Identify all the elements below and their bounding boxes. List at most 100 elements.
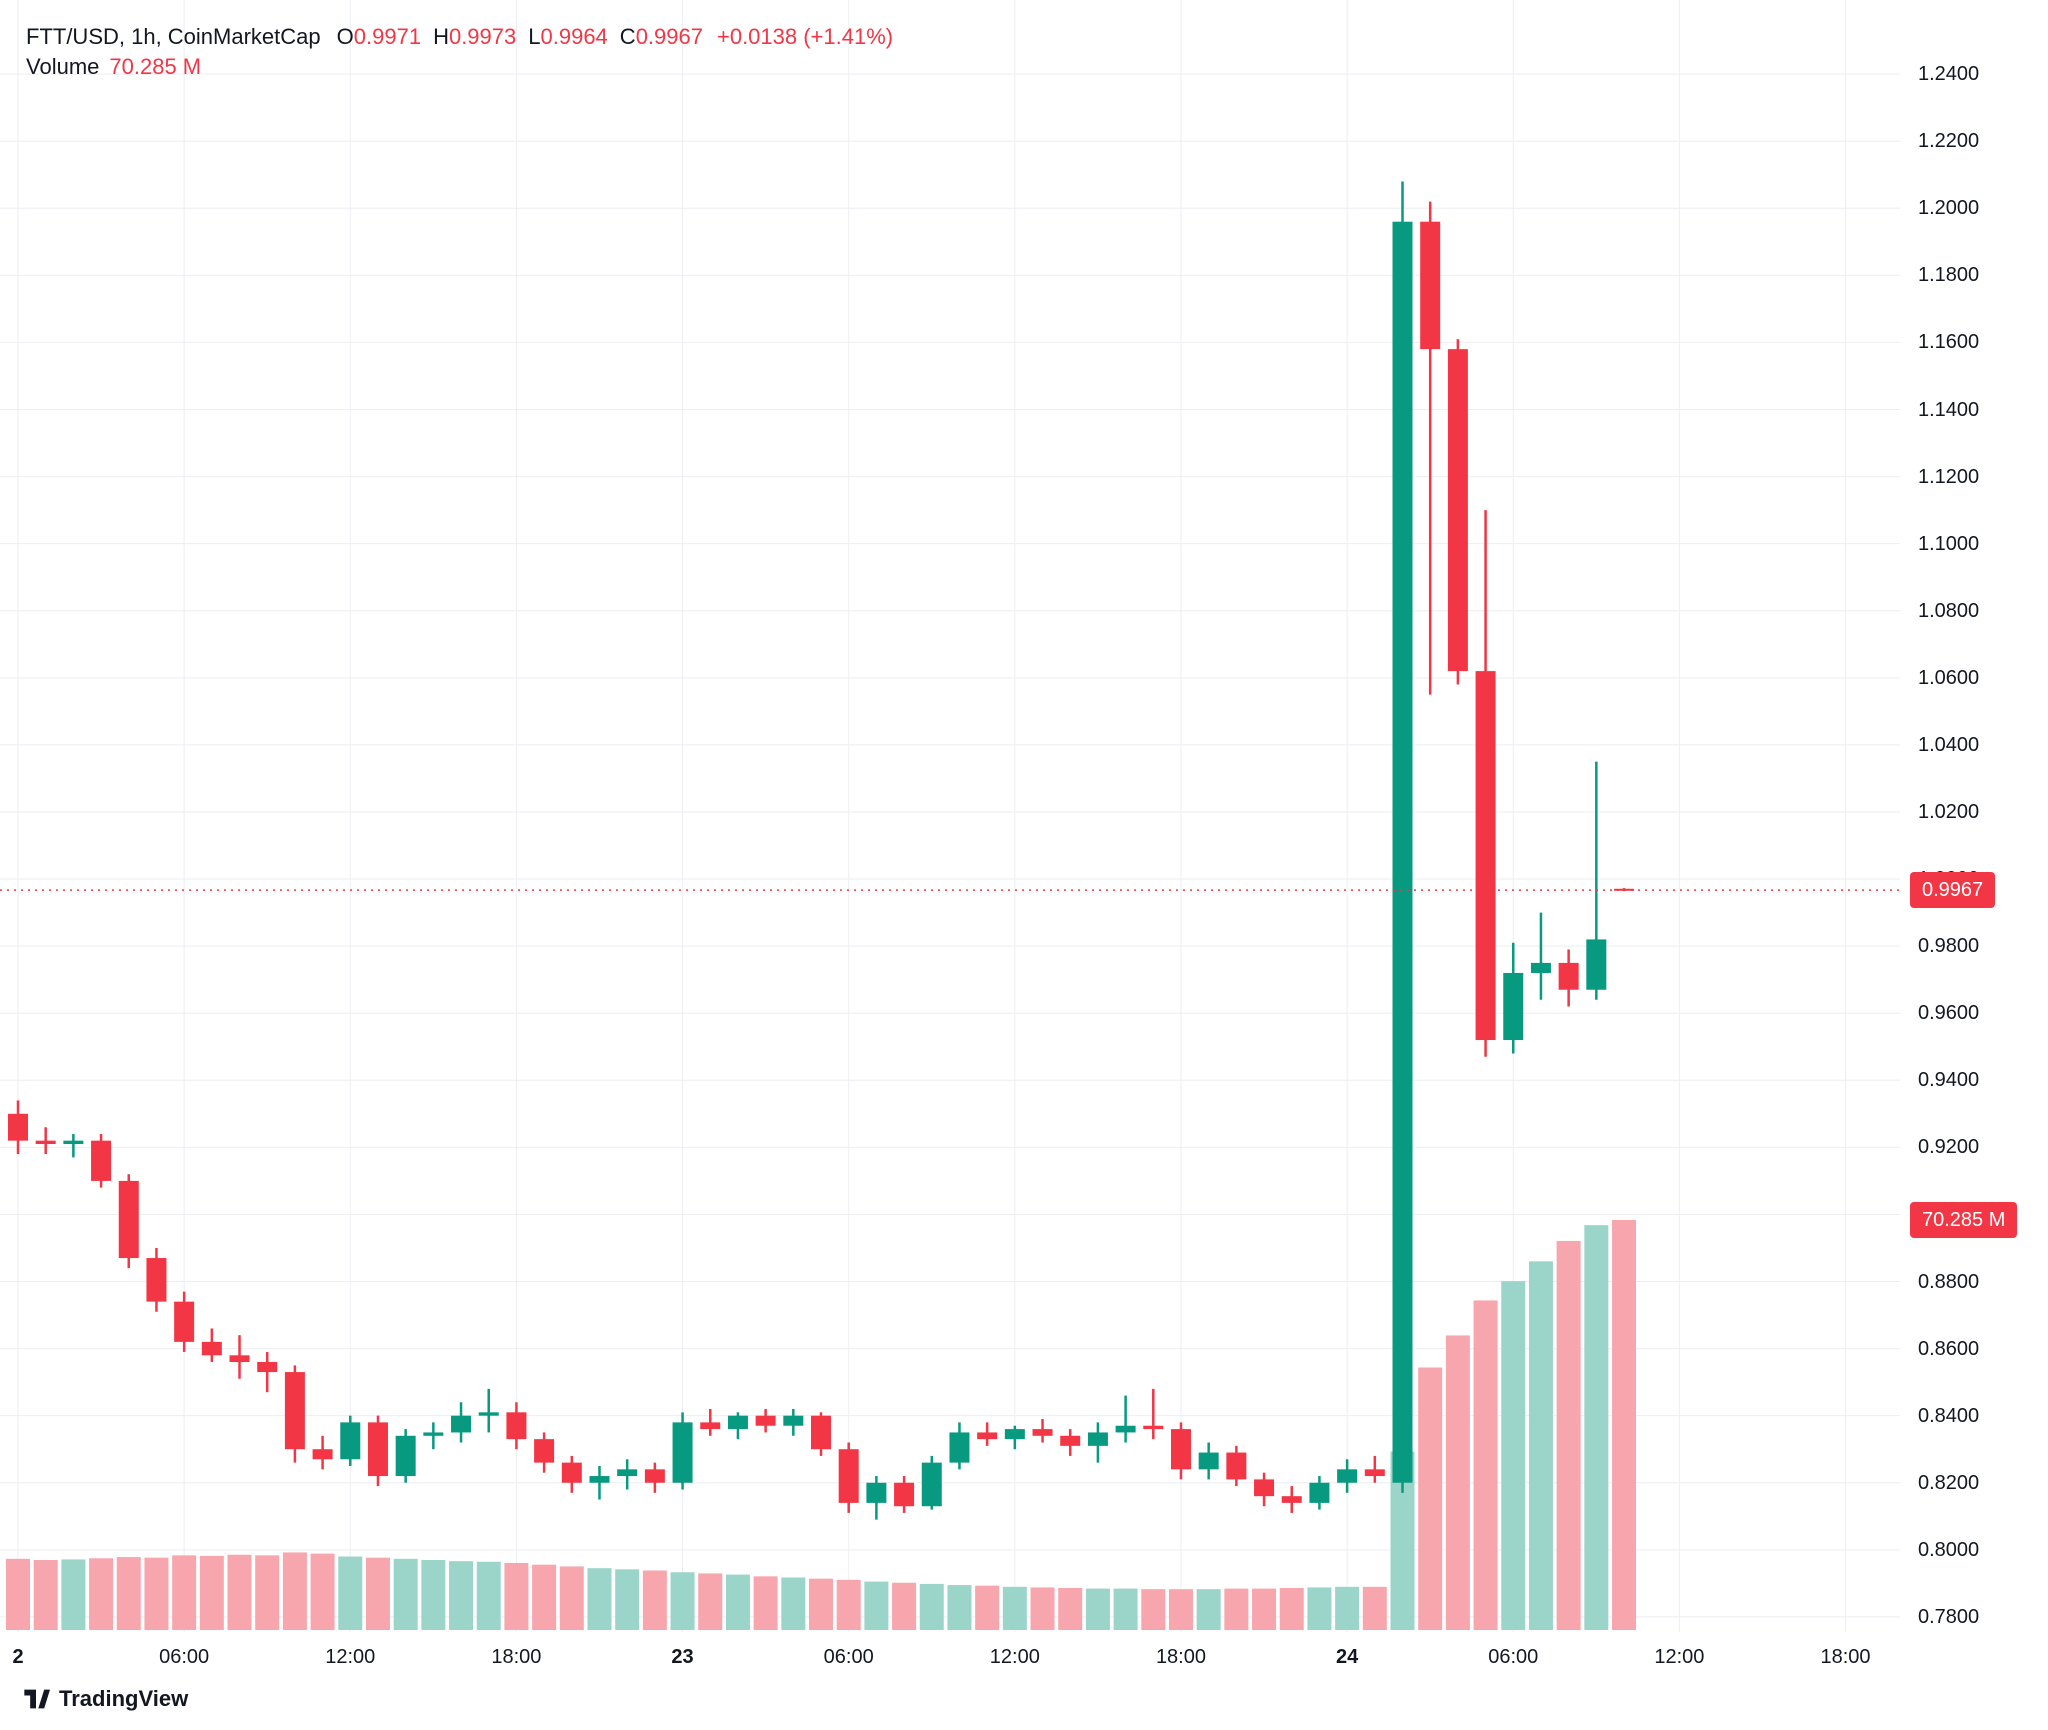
volume-bar [255, 1555, 280, 1630]
candle-body [1364, 1469, 1385, 1477]
volume-bar [89, 1558, 114, 1630]
price-tick-label: 1.0200 [1918, 800, 1980, 823]
price-tick-label: 0.9400 [1918, 1069, 1980, 1092]
candle-body [672, 1422, 693, 1483]
candle-body [1254, 1479, 1275, 1497]
volume-bar [1445, 1335, 1470, 1630]
volume-bar [809, 1578, 834, 1630]
volume-bar [144, 1557, 169, 1630]
candle-body [451, 1415, 472, 1433]
time-tick-label: 2 [12, 1646, 24, 1668]
price-tick-label: 0.8400 [1918, 1404, 1980, 1427]
price-tick-label: 0.9600 [1918, 1002, 1980, 1025]
volume-bar [1002, 1586, 1027, 1630]
volume-bar [1556, 1240, 1581, 1630]
candle-body [1281, 1496, 1302, 1503]
volume-value: 70.285 M [109, 54, 202, 79]
candle-body [506, 1412, 527, 1440]
price-tick-label: 1.2400 [1918, 63, 1980, 86]
volume-bar [1113, 1588, 1138, 1630]
close-value: 0.9967 [635, 24, 703, 49]
volume-bar [698, 1573, 723, 1630]
tradingview-attribution[interactable]: TradingView [22, 1686, 188, 1712]
candle-body [91, 1140, 112, 1181]
open-label: O [336, 24, 354, 49]
volume-bar [642, 1570, 667, 1630]
candle-body [1503, 972, 1524, 1041]
volume-bar [1418, 1367, 1443, 1630]
time-tick-label: 18:00 [491, 1646, 542, 1668]
volume-bar [227, 1554, 252, 1630]
candle-body [1087, 1432, 1108, 1446]
candle-body [921, 1462, 942, 1507]
price-tick-label: 1.0600 [1918, 666, 1980, 689]
candle-body [1586, 939, 1607, 990]
volume-bar [1362, 1586, 1387, 1630]
price-badge: 0.9967 [1910, 872, 1996, 909]
candle-body [395, 1435, 416, 1477]
open-value: 0.9971 [353, 24, 422, 49]
time-tick-label: 24 [1335, 1646, 1359, 1668]
candle-body [783, 1415, 804, 1426]
volume-bar [476, 1561, 501, 1630]
candle-body [589, 1476, 610, 1483]
volume-bar [1196, 1589, 1221, 1630]
candle-body [8, 1113, 28, 1141]
candle-body [700, 1422, 721, 1430]
candle-body [340, 1422, 361, 1460]
time-tick-label: 23 [671, 1646, 694, 1668]
volume-bar [1030, 1587, 1055, 1630]
candlestick-plot[interactable] [0, 0, 1900, 1632]
candle-body [423, 1432, 444, 1436]
candle-body [977, 1432, 998, 1440]
tradingview-logo-icon [24, 1689, 50, 1709]
volume-bar [365, 1557, 390, 1630]
candle-body [534, 1439, 555, 1463]
volume-label: Volume [26, 54, 100, 79]
high-value: 0.9973 [448, 24, 517, 49]
candle-body [1447, 349, 1468, 672]
candle-body [1392, 221, 1413, 1483]
ohlc-row: FTT/USD, 1h, CoinMarketCap O0.9971 H0.9973… [26, 22, 893, 52]
price-tick-label: 0.8600 [1918, 1337, 1980, 1360]
candle-body [478, 1412, 499, 1416]
candle-body [617, 1469, 638, 1477]
time-tick-label: 06:00 [159, 1646, 210, 1668]
volume-bar [1584, 1225, 1609, 1630]
candle-body [1420, 221, 1441, 350]
volume-bar [1058, 1587, 1083, 1630]
candle-body [838, 1449, 859, 1503]
volume-bar [172, 1555, 197, 1630]
change-value: +0.0138 (+1.41%) [716, 24, 894, 49]
volume-bar [1224, 1588, 1249, 1630]
volume-bar [725, 1574, 750, 1630]
volume-bar [1252, 1588, 1277, 1630]
volume-bar [1473, 1300, 1498, 1630]
low-value: 0.9964 [540, 24, 608, 49]
volume-bar [61, 1559, 86, 1630]
candle-body [866, 1482, 887, 1503]
low-label: L [528, 24, 541, 49]
time-tick-label: 12:00 [325, 1646, 376, 1668]
symbol-title[interactable]: FTT/USD, 1h, CoinMarketCap [26, 24, 321, 49]
volume-bar [781, 1577, 806, 1630]
candle-body [284, 1372, 305, 1450]
candle-body [174, 1301, 195, 1342]
price-tick-label: 1.2200 [1918, 130, 1980, 153]
volume-bar [393, 1558, 418, 1630]
price-tick-label: 0.8000 [1918, 1538, 1980, 1561]
volume-bar [532, 1564, 557, 1630]
candle-body [727, 1415, 748, 1430]
candle-body [229, 1355, 250, 1363]
time-tick-label: 12:00 [1654, 1646, 1705, 1668]
price-tick-label: 1.1200 [1918, 465, 1980, 488]
volume-bar [282, 1552, 307, 1630]
tradingview-logo-text: TradingView [59, 1686, 189, 1711]
time-tick-label: 12:00 [989, 1646, 1040, 1668]
candle-body [257, 1362, 278, 1373]
candle-body [644, 1469, 665, 1483]
time-tick-label: 18:00 [1155, 1646, 1206, 1668]
volume-bar [670, 1572, 695, 1630]
candle-body [312, 1449, 333, 1460]
